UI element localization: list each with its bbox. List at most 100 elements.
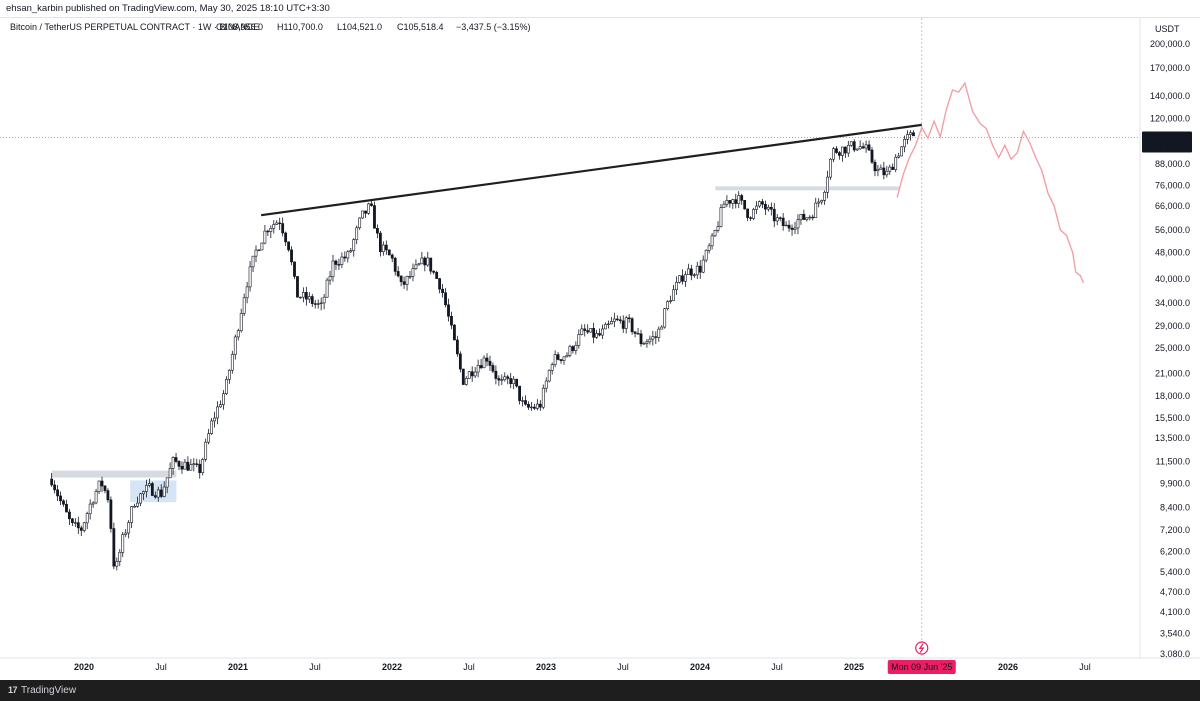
candle-body — [405, 276, 409, 285]
candle-body — [577, 334, 581, 346]
candle-body — [142, 491, 145, 495]
lightning-marker-icon[interactable] — [915, 641, 929, 655]
candle-body — [698, 265, 702, 273]
candle-body — [432, 270, 436, 273]
candle-body — [734, 199, 738, 204]
candle-body — [139, 493, 142, 504]
candle-body — [521, 400, 524, 402]
candle-body — [701, 259, 705, 273]
candle-body — [704, 250, 708, 261]
time-cursor-label: Mon 09 Jun '25 — [891, 662, 952, 672]
candle-body — [912, 132, 915, 137]
candle-body — [651, 336, 655, 340]
candle-body — [885, 170, 889, 176]
candle-body — [849, 141, 853, 146]
candle-body — [500, 379, 504, 381]
candle-body — [802, 213, 806, 220]
candle-body — [417, 263, 421, 266]
price-chart[interactable]: Bitcoin / TetherUS PERPETUAL CONTRACT · … — [0, 18, 1200, 680]
candle-body — [429, 257, 433, 272]
candle-body — [530, 406, 533, 409]
candle-body — [882, 167, 886, 176]
tradingview-logo-icon: 17 — [8, 685, 18, 695]
time-axis[interactable]: 2020 Jul 2021 Jul 2022 Jul 2023 Jul 2024 Jul 2025 2… — [0, 657, 1200, 672]
candle-body — [177, 461, 181, 467]
chart-frame[interactable]: Bitcoin / TetherUS PERPETUAL CONTRACT · … — [0, 18, 1200, 680]
candle-body — [894, 156, 898, 170]
candle-body — [476, 365, 480, 373]
candle-body — [367, 203, 370, 214]
candle-body — [485, 357, 489, 362]
candle-body — [242, 297, 246, 314]
candle-body — [402, 281, 406, 285]
candle-body — [846, 144, 850, 154]
candle-body — [867, 144, 871, 151]
price-tick-label: 88,000.0 — [1155, 159, 1190, 169]
price-tick-label: 21,000.0 — [1155, 368, 1190, 378]
candle-body — [82, 522, 86, 531]
candle-body — [112, 528, 116, 567]
price-tick-label: 29,000.0 — [1155, 321, 1190, 331]
candle-body — [633, 331, 637, 334]
time-tick-label: 2025 — [844, 662, 864, 672]
candle-body — [814, 202, 818, 218]
price-tick-label: 200,000.0 — [1150, 39, 1190, 49]
legend-symbol: Bitcoin / TetherUS PERPETUAL CONTRACT · … — [10, 22, 259, 32]
price-tick-label: 9,900.0 — [1160, 478, 1190, 488]
candles-layer — [50, 130, 915, 571]
candle-body — [322, 296, 326, 304]
candle-body — [725, 200, 729, 205]
time-tick-label: Jul — [1079, 662, 1091, 672]
time-cursor-tag: Mon 09 Jun '25 — [887, 660, 956, 674]
candle-body — [313, 303, 317, 305]
candle-body — [509, 378, 513, 384]
candle-body — [740, 195, 744, 201]
candle-body — [337, 264, 341, 266]
candle-body — [325, 279, 329, 298]
candle-body — [858, 146, 862, 150]
candle-body — [239, 313, 243, 331]
price-axis[interactable]: USDT 200,000.0 170,000.0 140,000.0 120,000.… — [1139, 18, 1190, 659]
candle-body — [361, 210, 365, 219]
candle-body — [805, 217, 809, 220]
candle-body — [370, 203, 373, 206]
time-tick-label: 2026 — [998, 662, 1018, 672]
candle-body — [778, 217, 782, 219]
legend-close: C105,518.4 — [397, 22, 444, 32]
candle-body — [645, 341, 649, 344]
price-tick-label: 76,000.0 — [1155, 180, 1190, 190]
price-tick-label: 8,400.0 — [1160, 502, 1190, 512]
legend-high: H110,700.0 — [277, 22, 323, 32]
candle-body — [278, 222, 282, 225]
candle-body — [909, 132, 912, 135]
support-zone[interactable] — [51, 470, 177, 478]
candle-body — [769, 206, 773, 210]
current-price-tag: 105,518.4 2d 10h — [1142, 131, 1192, 153]
candle-body — [174, 457, 178, 462]
candle-body — [820, 200, 824, 203]
time-tick-label: 2020 — [74, 662, 94, 672]
candle-body — [672, 289, 675, 301]
candle-body — [168, 468, 172, 479]
candle-body — [426, 257, 430, 266]
resistance-trendline[interactable] — [260, 123, 922, 217]
candle-body — [331, 260, 335, 277]
price-tick-label: 7,200.0 — [1160, 525, 1190, 535]
candle-body — [524, 400, 527, 405]
candle-body — [494, 370, 498, 379]
support-zone[interactable] — [715, 186, 901, 191]
candle-body — [133, 506, 136, 508]
candle-body — [227, 369, 231, 380]
projection-path[interactable] — [896, 81, 1085, 284]
candle-body — [153, 495, 157, 498]
price-axis-unit: USDT — [1155, 24, 1180, 34]
candle-body — [737, 195, 741, 204]
candle-body — [470, 371, 474, 377]
candle-body — [358, 217, 362, 229]
candle-body — [390, 254, 394, 259]
candle-body — [420, 257, 424, 265]
candle-body — [376, 227, 379, 234]
candle-body — [91, 502, 95, 505]
price-tick-label: 56,000.0 — [1155, 225, 1190, 235]
candle-body — [553, 354, 557, 365]
